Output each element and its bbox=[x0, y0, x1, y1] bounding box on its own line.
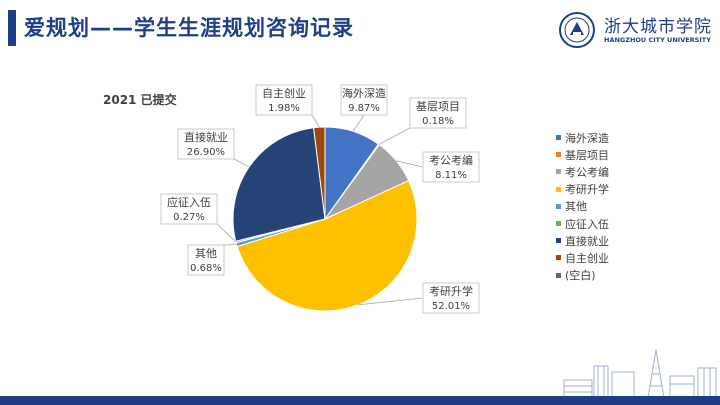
legend-item: 基层项目 bbox=[556, 146, 609, 163]
data-label-box bbox=[409, 97, 467, 129]
data-label-value: 9.87% bbox=[348, 103, 380, 114]
legend-item: 应征入伍 bbox=[556, 215, 609, 232]
chart-legend: 海外深造基层项目考公考编考研升学其他应征入伍直接就业自主创业 (空白) bbox=[556, 129, 609, 284]
title-accent-bar bbox=[8, 10, 16, 46]
data-label-value: 52.01% bbox=[432, 301, 470, 312]
data-label-box bbox=[177, 128, 235, 160]
data-label-category: 自主创业 bbox=[262, 87, 306, 100]
logo-name: 浙大城市学院 bbox=[604, 17, 712, 37]
footer-bar bbox=[0, 396, 720, 405]
leader-line bbox=[357, 297, 424, 306]
legend-label: 考研升学 bbox=[565, 183, 609, 197]
legend-label: 考公考编 bbox=[565, 165, 609, 179]
leader-line bbox=[216, 223, 237, 243]
data-label-box bbox=[340, 84, 388, 116]
leader-line bbox=[233, 158, 250, 168]
legend-item: 考公考编 bbox=[556, 163, 609, 180]
data-label-category: 考研升学 bbox=[429, 284, 473, 298]
legend-label: 基层项目 bbox=[565, 148, 609, 162]
logo-english-name: HANGZHOU CITY UNIVERSITY bbox=[604, 36, 711, 44]
legend-item: 其他 bbox=[556, 198, 609, 215]
page-title: 爱规划——学生生涯规划咨询记录 bbox=[24, 16, 354, 40]
legend-item: 考研升学 bbox=[556, 181, 609, 198]
data-label-value: 26.90% bbox=[187, 147, 225, 158]
data-label-value: 0.27% bbox=[173, 212, 205, 223]
legend-label: (空白) bbox=[565, 269, 596, 283]
legend-swatch bbox=[556, 169, 561, 175]
legend-item: 直接就业 bbox=[556, 232, 609, 249]
data-label-box bbox=[187, 244, 225, 276]
data-label-value: 0.18% bbox=[422, 116, 454, 127]
leader-line bbox=[378, 127, 411, 145]
data-label-category: 基层项目 bbox=[416, 100, 460, 113]
legend-swatch bbox=[556, 238, 561, 244]
campus-skyline-illustration bbox=[563, 349, 717, 398]
data-label-value: 0.68% bbox=[190, 263, 222, 274]
legend-label: 自主创业 bbox=[565, 251, 609, 265]
data-label-box bbox=[255, 84, 313, 116]
data-label-box bbox=[422, 282, 480, 314]
legend-item: 海外深造 bbox=[556, 129, 609, 146]
legend-swatch bbox=[556, 135, 561, 141]
legend-label: 应征入伍 bbox=[565, 217, 609, 231]
university-logo: 浙大城市学院 HANGZHOU CITY UNIVERSITY bbox=[556, 10, 716, 50]
legend-label: 海外深造 bbox=[565, 131, 609, 145]
legend-swatch bbox=[556, 272, 561, 278]
leader-line bbox=[352, 114, 365, 132]
university-emblem-icon bbox=[559, 12, 595, 48]
pie-slice bbox=[236, 180, 418, 312]
legend-item: 自主创业 bbox=[556, 249, 609, 266]
data-label-category: 考公考编 bbox=[429, 153, 473, 167]
legend-label: 其他 bbox=[565, 200, 587, 214]
legend-swatch bbox=[556, 203, 561, 209]
data-label-value: 8.11% bbox=[435, 170, 467, 181]
legend-swatch bbox=[556, 186, 561, 192]
legend-swatch bbox=[556, 221, 561, 227]
data-label-category: 应征入伍 bbox=[167, 195, 211, 209]
legend-label: 直接就业 bbox=[565, 234, 609, 248]
legend-swatch bbox=[556, 255, 561, 261]
leader-line bbox=[396, 160, 424, 168]
data-label-box bbox=[422, 151, 480, 183]
legend-swatch bbox=[556, 152, 561, 158]
data-label-category: 直接就业 bbox=[184, 130, 228, 144]
data-label-value: 1.98% bbox=[268, 103, 300, 114]
data-label-box bbox=[160, 193, 218, 225]
legend-item: (空白) bbox=[556, 267, 609, 284]
data-label-category: 其他 bbox=[195, 247, 217, 260]
leader-line bbox=[311, 114, 320, 128]
data-label-category: 海外深造 bbox=[342, 86, 386, 100]
chart-title: 2021 已提交 bbox=[103, 93, 177, 107]
